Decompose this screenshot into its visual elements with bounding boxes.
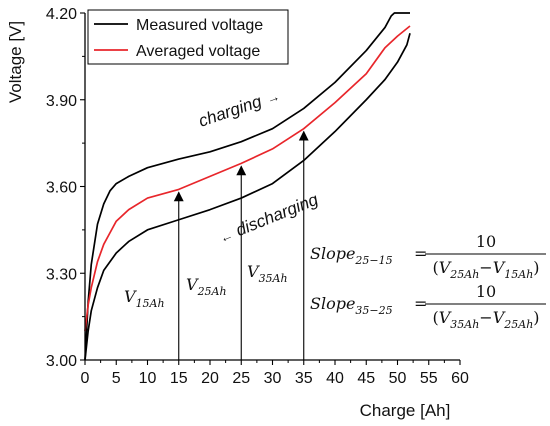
formula-lhs-main: Slope <box>310 294 355 313</box>
marker-label-main: V <box>124 287 137 306</box>
formula-den-a: V <box>439 308 452 327</box>
marker-label-sub: 15Ah <box>136 297 165 310</box>
formula-den-a: V <box>439 258 452 277</box>
x-tick-label-15: 15 <box>170 370 188 387</box>
formula-den-a-sub: 35Ah <box>450 318 479 331</box>
marker-label-main: V <box>186 275 199 294</box>
x-axis-title: Charge [Ah] <box>360 401 451 420</box>
formula-lhs-0: Slope25−15 <box>310 244 393 267</box>
x-tick-label-60: 60 <box>451 370 469 387</box>
formula-numerator-1: 10 <box>476 282 496 301</box>
marker-label-25Ah: V25Ah <box>186 275 227 298</box>
formula-paren-close: ) <box>533 308 539 327</box>
formula-minus: − <box>479 308 492 327</box>
formula-lhs-1: Slope35−25 <box>310 294 393 317</box>
formula-lhs-main: Slope <box>310 244 355 263</box>
legend-box <box>87 9 289 65</box>
series-line-measured-discharging <box>84 33 411 361</box>
x-tick-label-20: 20 <box>201 370 219 387</box>
marker-layer <box>173 130 309 360</box>
formula-den-b-sub: 25Ah <box>503 318 533 331</box>
formula-denominator-0: (V25Ah−V15Ah) <box>432 258 539 281</box>
x-tick-label-25: 25 <box>232 370 250 387</box>
formula-denominator-1: (V35Ah−V25Ah) <box>432 308 539 331</box>
formula-den-b: V <box>493 308 506 327</box>
y-tick-label-0: 3.00 <box>46 353 77 370</box>
x-tick-label-40: 40 <box>326 370 344 387</box>
series-layer <box>84 12 411 361</box>
marker-label-main: V <box>247 262 260 281</box>
marker-label-sub: 35Ah <box>259 272 288 285</box>
y-tick-label-4: 4.20 <box>46 6 77 23</box>
x-tick-label-45: 45 <box>357 370 375 387</box>
x-tick-label-30: 30 <box>264 370 282 387</box>
marker-label-sub: 25Ah <box>197 285 227 298</box>
discharging-arrow: ← <box>218 227 236 246</box>
charging-arrow: → <box>264 88 281 106</box>
y-axis-title: Voltage [V] <box>6 21 25 103</box>
formula-minus: − <box>479 258 492 277</box>
marker-label-15Ah: V15Ah <box>124 287 165 310</box>
legend-label-averaged: Averaged voltage <box>136 43 260 60</box>
y-tick-label-3: 3.90 <box>46 93 77 110</box>
formula-den-a-sub: 25Ah <box>449 268 479 281</box>
formula-equals-0: = <box>414 244 427 263</box>
x-tick-label-50: 50 <box>389 370 407 387</box>
legend-label-measured: Measured voltage <box>136 17 263 34</box>
x-tick-label-5: 5 <box>112 370 121 387</box>
formula-lhs-sub: 25−15 <box>354 254 392 267</box>
x-tick-label-0: 0 <box>81 370 90 387</box>
formula-paren-open: ( <box>432 258 438 277</box>
x-tick-label-35: 35 <box>295 370 313 387</box>
formula-den-b-sub: 15Ah <box>504 268 533 281</box>
formula-lhs-sub: 35−25 <box>355 304 392 317</box>
legend-layer: Measured voltage Averaged voltage <box>87 9 289 65</box>
y-tick-label-2: 3.60 <box>46 180 77 197</box>
formula-den-b: V <box>493 258 506 277</box>
series-line-measured-charging <box>84 12 410 361</box>
x-tick-label-55: 55 <box>420 370 438 387</box>
marker-label-35Ah: V35Ah <box>247 262 288 285</box>
formula-paren-open: ( <box>432 308 438 327</box>
formula-numerator-0: 10 <box>476 232 496 251</box>
formula-equals-1: = <box>414 294 427 313</box>
formula-paren-close: ) <box>533 258 539 277</box>
x-tick-label-10: 10 <box>139 370 157 387</box>
y-tick-label-1: 3.30 <box>46 266 77 283</box>
axes-layer: 0 5 10 15 20 25 30 35 40 45 50 55 60 3.00 3.30 3.60 3.90… <box>6 6 469 420</box>
series-line-averaged <box>84 25 411 332</box>
